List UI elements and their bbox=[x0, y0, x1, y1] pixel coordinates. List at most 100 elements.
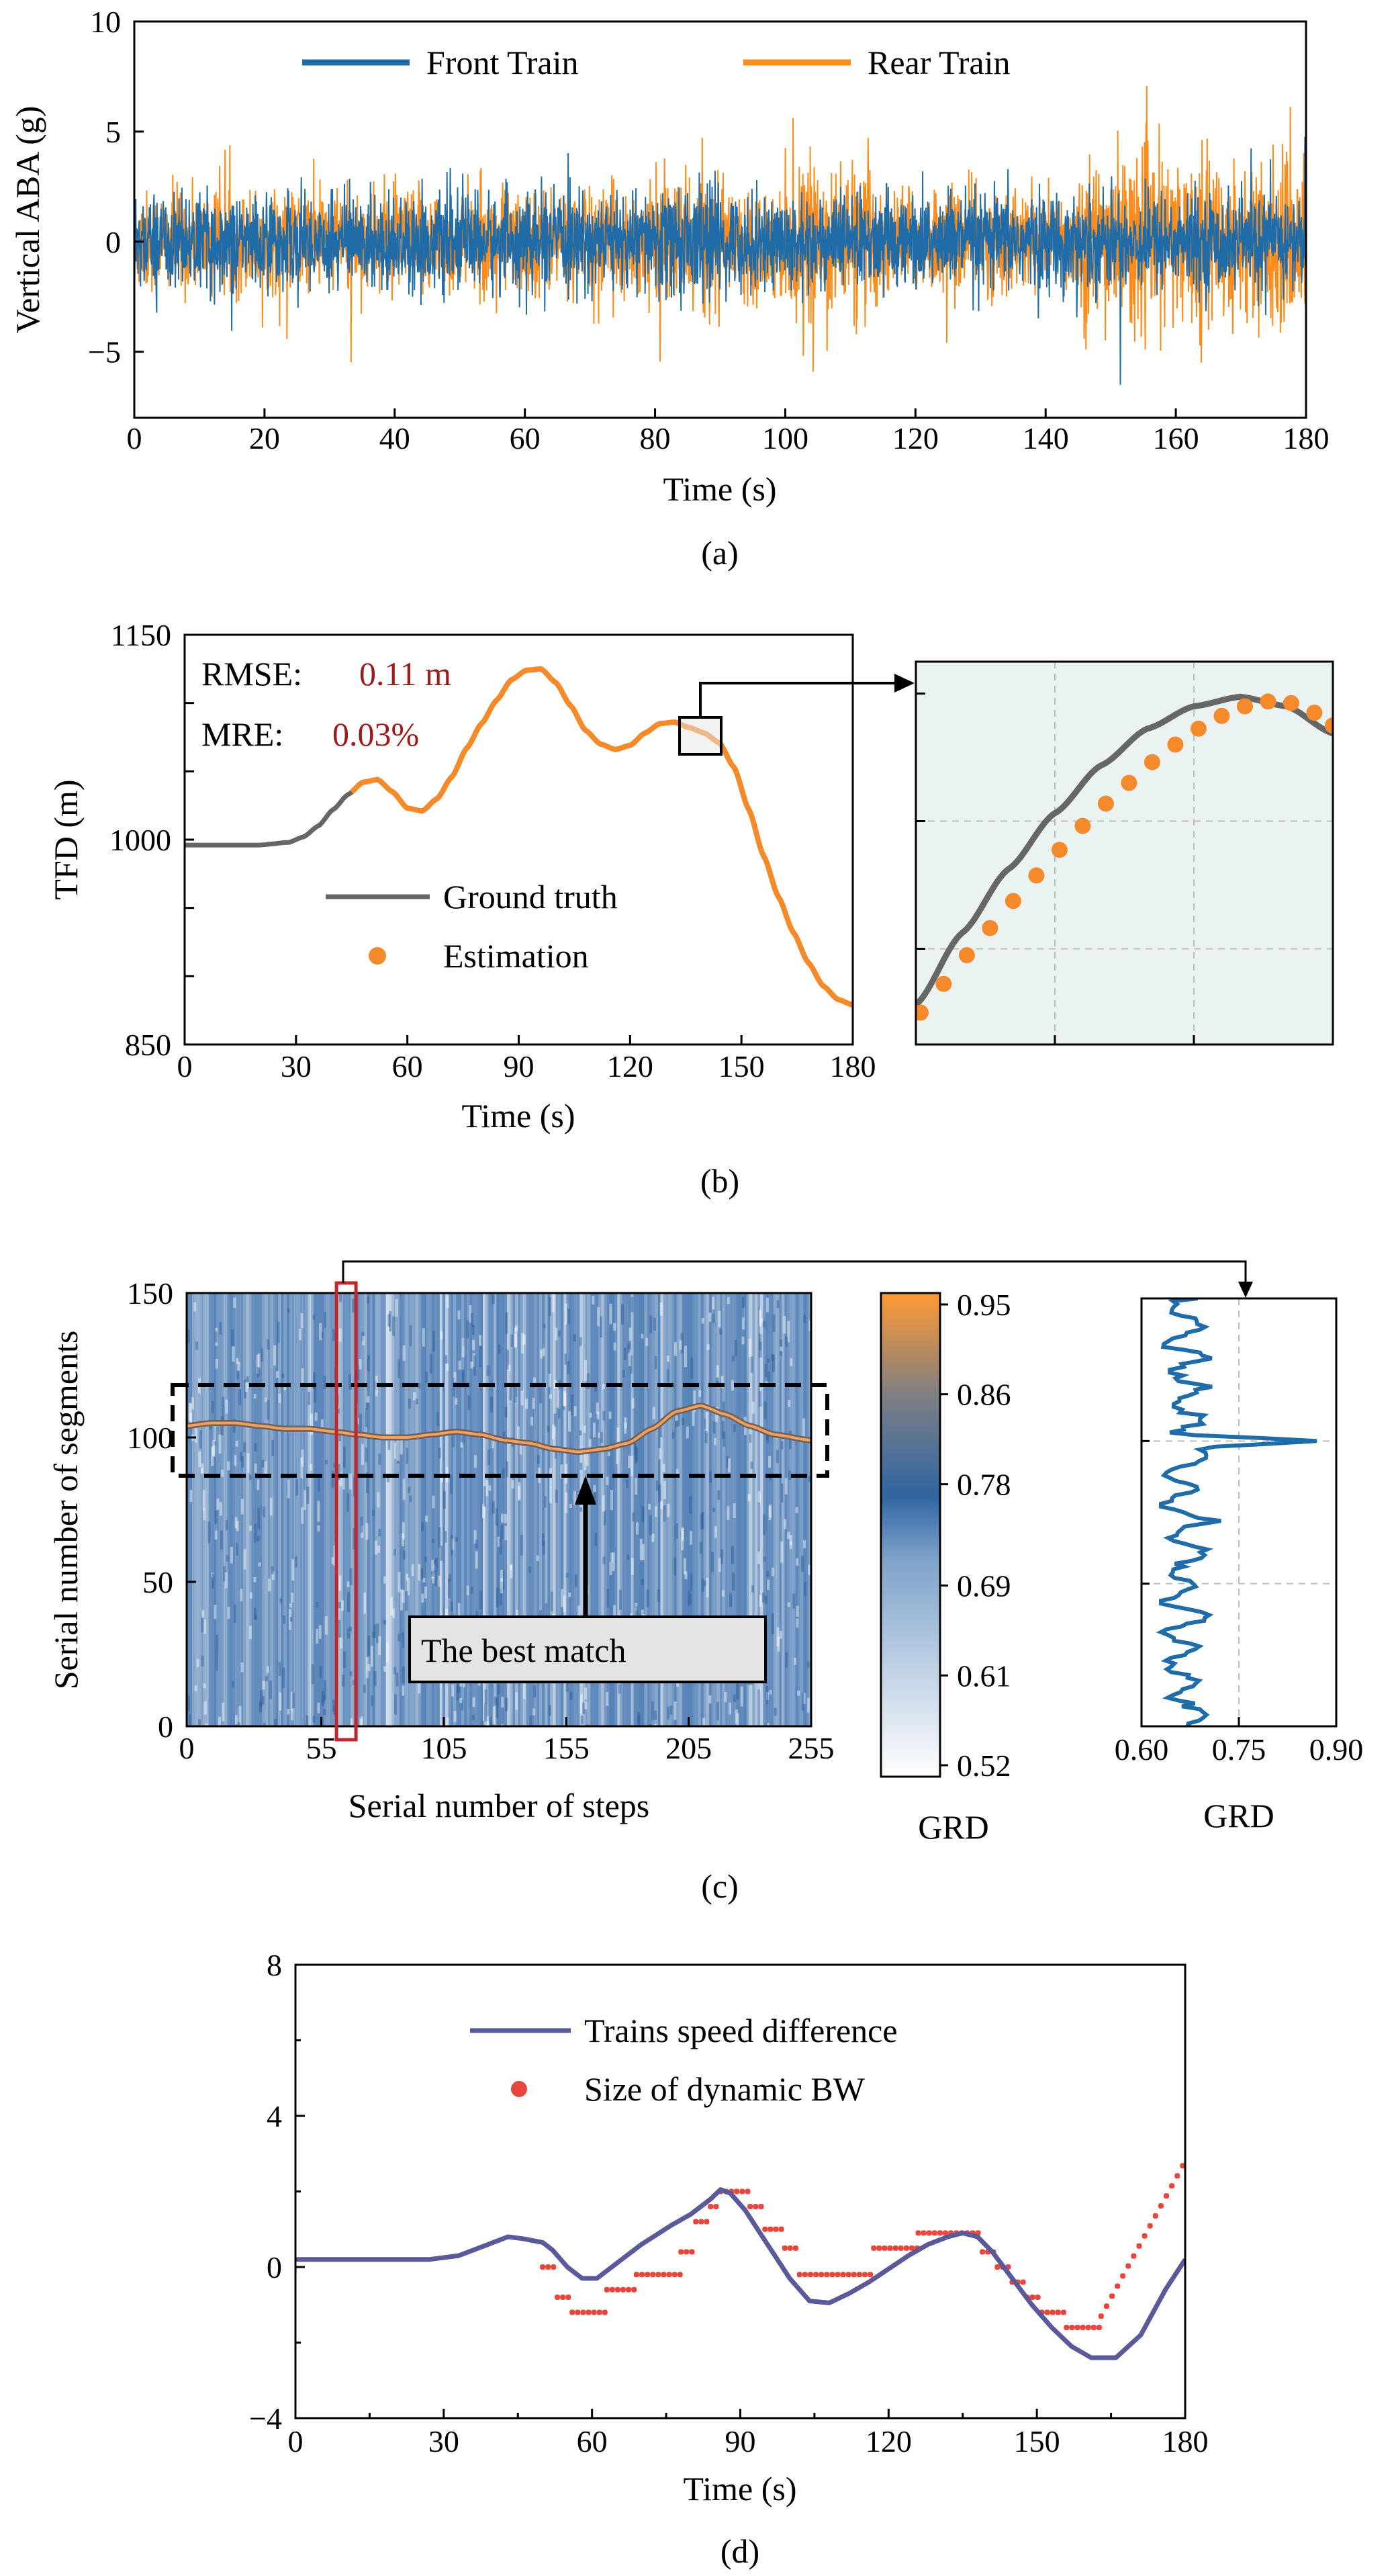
c-heatmap-texture bbox=[618, 1589, 622, 1610]
c-heatmap-texture bbox=[776, 1627, 780, 1646]
c-heatmap-texture bbox=[635, 1478, 638, 1495]
c-heatmap-column bbox=[364, 1293, 368, 1726]
c-x-tick-label: 0 bbox=[179, 1731, 195, 1765]
c-heatmap-column bbox=[692, 1293, 696, 1726]
c-heatmap-texture bbox=[767, 1579, 770, 1590]
c-heatmap-texture bbox=[367, 1296, 370, 1304]
c-heatmap-texture bbox=[510, 1565, 513, 1570]
c-heatmap-texture bbox=[613, 1323, 616, 1331]
c-heatmap-texture bbox=[405, 1591, 408, 1611]
c-heatmap-texture bbox=[432, 1572, 435, 1584]
c-heatmap-column bbox=[278, 1293, 281, 1726]
a-y-tick-label: 5 bbox=[105, 115, 121, 149]
c-heatmap-texture bbox=[214, 1605, 217, 1619]
c-heatmap-column bbox=[719, 1293, 723, 1726]
c-heatmap-texture bbox=[780, 1631, 782, 1639]
c-heatmap-column bbox=[324, 1293, 328, 1726]
c-heatmap-texture bbox=[530, 1417, 534, 1426]
c-heatmap-texture bbox=[708, 1695, 712, 1704]
c-heatmap-texture bbox=[215, 1327, 218, 1346]
c-heatmap-texture bbox=[291, 1709, 294, 1721]
c-heatmap-texture bbox=[607, 1452, 610, 1456]
c-heatmap-texture bbox=[689, 1593, 692, 1605]
c-heatmap-texture bbox=[784, 1519, 787, 1529]
c-heatmap-texture bbox=[373, 1671, 377, 1686]
c-heatmap-texture bbox=[702, 1718, 706, 1726]
c-heatmap-column bbox=[620, 1293, 623, 1726]
c-heatmap-texture bbox=[341, 1600, 344, 1611]
c-heatmap-column bbox=[208, 1293, 212, 1726]
c-heatmap-texture bbox=[258, 1562, 261, 1567]
c-heatmap-column bbox=[792, 1293, 796, 1726]
c-heatmap-column bbox=[722, 1293, 726, 1726]
c-heatmap-column bbox=[706, 1293, 710, 1726]
c-heatmap-texture bbox=[679, 1340, 682, 1350]
c-heatmap-column bbox=[684, 1293, 688, 1726]
b-rmse-label: RMSE: bbox=[201, 655, 302, 693]
a-x-tick-label: 80 bbox=[640, 421, 671, 455]
c-heatmap-texture bbox=[631, 1398, 635, 1409]
d-bw-point bbox=[876, 2245, 882, 2251]
c-heatmap-texture bbox=[750, 1356, 753, 1373]
d-bw-point bbox=[633, 2272, 639, 2278]
c-heatmap-texture bbox=[435, 1558, 438, 1572]
c-heatmap-texture bbox=[499, 1538, 502, 1554]
c-heatmap-texture bbox=[372, 1509, 375, 1517]
c-heatmap-texture bbox=[214, 1524, 218, 1540]
c-heatmap-texture bbox=[320, 1332, 324, 1338]
b-inset-estimate-point bbox=[1325, 717, 1333, 734]
d-bw-point bbox=[840, 2272, 846, 2278]
c-heatmap-texture bbox=[203, 1509, 206, 1521]
c-heatmap-texture bbox=[801, 1692, 804, 1711]
c-heatmap-texture bbox=[716, 1701, 719, 1721]
c-heatmap-texture bbox=[259, 1690, 263, 1707]
c-heatmap-texture bbox=[312, 1315, 316, 1320]
c-heatmap-texture bbox=[422, 1577, 426, 1583]
c-heatmap-texture bbox=[704, 1581, 707, 1587]
d-bw-point bbox=[1035, 2295, 1041, 2300]
c-heatmap-texture bbox=[287, 1308, 290, 1313]
c-heatmap-texture bbox=[400, 1435, 403, 1455]
c-heatmap-texture bbox=[704, 1431, 708, 1444]
c-heatmap-texture bbox=[371, 1646, 373, 1667]
d-bw-point bbox=[1169, 2183, 1175, 2189]
c-heatmap-texture bbox=[267, 1400, 270, 1420]
c-heatmap-texture bbox=[543, 1323, 546, 1329]
a-legend-front-label: Front Train bbox=[426, 44, 578, 81]
c-heatmap-texture bbox=[757, 1491, 761, 1503]
c-heatmap-texture bbox=[520, 1534, 523, 1556]
c-heatmap-texture bbox=[218, 1716, 221, 1726]
c-heatmap-texture bbox=[357, 1365, 360, 1380]
c-heatmap-column bbox=[647, 1293, 651, 1726]
c-heatmap-texture bbox=[475, 1611, 479, 1617]
c-heatmap-texture bbox=[418, 1383, 421, 1389]
c-heatmap-texture bbox=[501, 1697, 504, 1707]
c-heatmap-texture bbox=[496, 1587, 499, 1608]
c-heatmap-column bbox=[612, 1293, 615, 1726]
d-bw-point bbox=[1104, 2303, 1109, 2309]
c-heatmap-column bbox=[733, 1293, 737, 1726]
c-heatmap-texture bbox=[677, 1407, 680, 1427]
c-heatmap-texture bbox=[218, 1434, 222, 1454]
c-heatmap-texture bbox=[662, 1464, 665, 1472]
a-x-tick-label: 60 bbox=[510, 421, 541, 455]
c-heatmap-texture bbox=[261, 1460, 265, 1468]
c-heatmap-texture bbox=[519, 1442, 522, 1455]
b-inset-estimate-point bbox=[1306, 705, 1323, 721]
c-heatmap-column bbox=[281, 1293, 284, 1726]
c-heatmap-column bbox=[545, 1293, 548, 1726]
c-heatmap-texture bbox=[592, 1296, 595, 1304]
c-heatmap-column bbox=[205, 1293, 209, 1726]
c-heatmap-texture bbox=[333, 1462, 336, 1468]
c-heatmap-texture bbox=[187, 1329, 190, 1343]
c-heatmap-texture bbox=[574, 1574, 577, 1587]
b-inset-estimate-point bbox=[916, 1004, 929, 1021]
c-heatmap-texture bbox=[389, 1597, 393, 1615]
c-heatmap-texture bbox=[240, 1662, 244, 1673]
c-heatmap-column bbox=[412, 1293, 416, 1726]
c-heatmap-texture bbox=[569, 1691, 573, 1701]
c-heatmap-column bbox=[434, 1293, 438, 1726]
c-heatmap-texture bbox=[306, 1486, 310, 1504]
c-heatmap-column bbox=[410, 1293, 414, 1726]
c-heatmap-column bbox=[369, 1293, 373, 1726]
